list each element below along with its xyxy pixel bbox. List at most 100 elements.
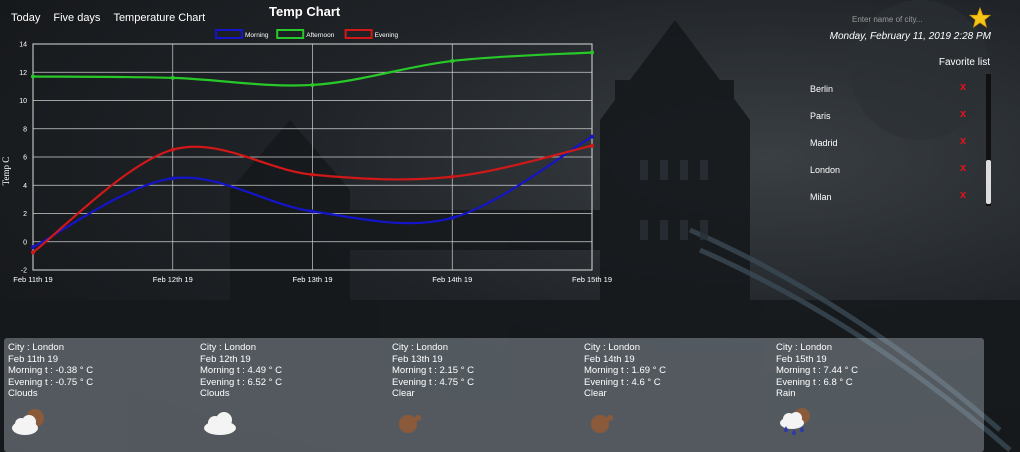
forecast-day: City : London Feb 12th 19 Morning t : 4.… [200,342,380,441]
data-point [590,143,594,148]
x-tick-label: Feb 12th 19 [153,275,193,284]
sun-icon [591,414,613,433]
forecast-desc: Clear [584,388,607,399]
data-point [450,174,455,179]
forecast-desc: Clouds [200,388,230,399]
y-tick-label: 12 [19,70,27,77]
y-tick-label: 8 [23,126,27,133]
forecast-city: City : London [776,342,832,353]
forecast-day: City : London Feb 13th 19 Morning t : 2.… [392,342,572,441]
forecast-evening: Evening t : 6.52 ° C [200,376,282,388]
y-axis: -2 0 2 4 6 8 10 12 14 [19,42,27,275]
nav-bar: Today Five days Temperature Chart [11,12,205,24]
y-tick-label: 14 [19,42,27,49]
x-tick-label: Feb 11th 19 [13,275,52,284]
data-point [310,209,315,214]
y-tick-label: 6 [23,155,27,162]
nav-today[interactable]: Today [11,12,41,24]
chart-legend: Morning Afternoon Evening [215,29,399,39]
series-line-evening [32,144,593,254]
favorite-city-name[interactable]: Paris [810,111,831,121]
data-point [170,176,175,181]
forecast-day: City : London Feb 15th 19 Morning t : 7.… [776,342,956,441]
forecast-evening: Evening t : 4.75 ° C [392,376,474,388]
forecast-desc: Clear [392,388,415,399]
delete-icon[interactable]: x [960,108,967,120]
five-day-forecast: City : London Feb 11th 19 Morning t : -0… [4,338,984,452]
favorite-item[interactable]: Berlin x [808,80,978,107]
forecast-date: Feb 11th 19 [8,353,59,365]
favorite-city-name[interactable]: Milan [810,192,832,202]
data-point [31,250,35,255]
data-point [310,172,315,177]
favorite-item[interactable]: London x [808,161,978,188]
forecast-city: City : London [200,342,256,353]
data-point [31,245,35,250]
temperature-chart: Morning Afternoon Evening -2 0 2 4 6 8 10 12 14 Fe… [1,29,612,284]
forecast-morning: Morning t : 2.15 ° C [392,365,474,376]
forecast-desc: Clouds [8,388,38,399]
x-tick-label: Feb 14th 19 [432,275,472,284]
data-point [310,82,315,87]
chart-title: Temp Chart [269,4,341,19]
favorite-city-name[interactable]: Madrid [810,138,838,148]
legend-label: Evening [375,32,399,39]
legend-label: Morning [245,32,269,39]
delete-icon[interactable]: x [960,189,967,201]
forecast-date: Feb 13th 19 [392,353,443,365]
chart-grid [32,43,593,271]
x-tick-label: Feb 13th 19 [292,275,332,284]
data-point [170,147,175,152]
delete-icon[interactable]: x [960,162,967,174]
current-datetime: Monday, February 11, 2019 2:28 PM [829,31,991,42]
forecast-date: Feb 14th 19 [584,353,635,365]
data-point [31,74,35,79]
y-tick-label: 2 [23,211,27,218]
data-point [590,50,594,55]
sun-icon [399,414,421,433]
forecast-day: City : London Feb 14th 19 Morning t : 1.… [584,342,764,441]
cloud-icon [204,411,236,435]
y-tick-label: 0 [23,239,27,246]
x-tick-label: Feb 15th 19 [572,275,612,284]
favorite-list-title: Favorite list [938,57,990,68]
delete-icon[interactable]: x [960,81,967,93]
favorite-city-name[interactable]: London [810,165,841,175]
forecast-desc: Rain [776,388,796,399]
cloud-sun-icon [12,408,44,435]
forecast-evening: Evening t : -0.75 ° C [8,376,94,388]
rain-icon [780,407,810,435]
legend-label: Afternoon [306,32,335,39]
nav-five-days[interactable]: Five days [53,12,101,24]
data-point [450,215,455,220]
y-tick-label: 10 [19,98,27,105]
city-search-input[interactable] [850,10,966,28]
favorite-city-name[interactable]: Berlin [810,84,834,94]
y-tick-label: -2 [21,268,27,275]
y-tick-label: 4 [23,183,27,190]
data-point [170,75,175,80]
forecast-morning: Morning t : 7.44 ° C [776,365,858,376]
legend-swatch [344,29,373,39]
legend-swatch [276,29,305,39]
forecast-morning: Morning t : 1.69 ° C [584,365,666,376]
favorite-item[interactable]: Paris x [808,107,978,134]
data-point [590,134,594,139]
forecast-city: City : London [584,342,640,353]
favorite-list: Berlin x Paris x Madrid x London x Milan… [808,80,978,215]
delete-icon[interactable]: x [960,135,967,147]
favorite-list-scrollbar[interactable] [986,74,991,206]
x-axis: Feb 11th 19 Feb 12th 19 Feb 13th 19 Feb 14t… [13,275,612,284]
star-icon[interactable] [969,7,991,29]
forecast-date: Feb 15th 19 [776,353,827,365]
data-point [450,58,455,63]
chart-lines [31,50,594,255]
favorite-item[interactable]: Madrid x [808,134,978,161]
nav-temperature-chart[interactable]: Temperature Chart [113,12,206,24]
forecast-city: City : London [8,342,64,353]
forecast-morning: Morning t : 4.49 ° C [200,365,282,376]
favorite-item[interactable]: Milan x [808,188,978,215]
scrollbar-thumb[interactable] [986,160,991,204]
forecast-date: Feb 12th 19 [200,353,251,365]
